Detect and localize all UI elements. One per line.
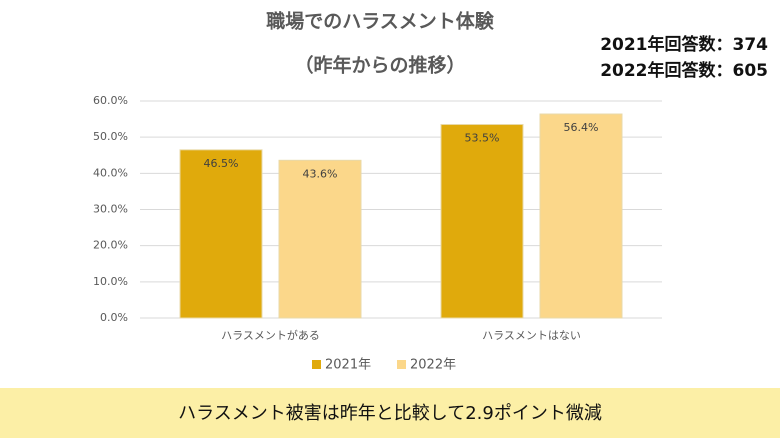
value-label: 56.4% <box>564 121 599 134</box>
value-label: 46.5% <box>204 157 239 170</box>
y-tick-label: 10.0% <box>93 275 128 288</box>
chart-title: 職場でのハラスメント体験 <box>266 10 495 33</box>
value-label: 53.5% <box>465 132 500 145</box>
annotation: 2021年回答数：374 <box>600 34 768 55</box>
x-tick-label: ハラスメントはない <box>482 329 581 342</box>
y-tick-label: 40.0% <box>93 166 128 179</box>
y-tick-label: 0.0% <box>100 311 128 324</box>
chart-subtitle: （昨年からの推移） <box>294 54 465 77</box>
legend-label: 2022年 <box>410 358 456 373</box>
bar <box>440 124 524 319</box>
y-tick-label: 20.0% <box>93 239 128 252</box>
bar <box>278 159 362 319</box>
x-tick-label: ハラスメントがある <box>221 328 320 342</box>
annotation: 2022年回答数：605 <box>600 60 768 81</box>
legend-swatch <box>397 360 406 369</box>
bar <box>179 149 263 319</box>
legend-swatch <box>312 360 321 369</box>
y-tick-label: 30.0% <box>93 203 128 216</box>
y-tick-label: 50.0% <box>93 130 128 143</box>
value-label: 43.6% <box>303 167 338 180</box>
footer-banner <box>0 388 780 438</box>
bar <box>539 113 623 319</box>
footer-text: ハラスメント被害は昨年と比較して2.9ポイント微減 <box>178 403 602 424</box>
y-tick-label: 60.0% <box>93 94 128 107</box>
legend-label: 2021年 <box>325 358 371 373</box>
